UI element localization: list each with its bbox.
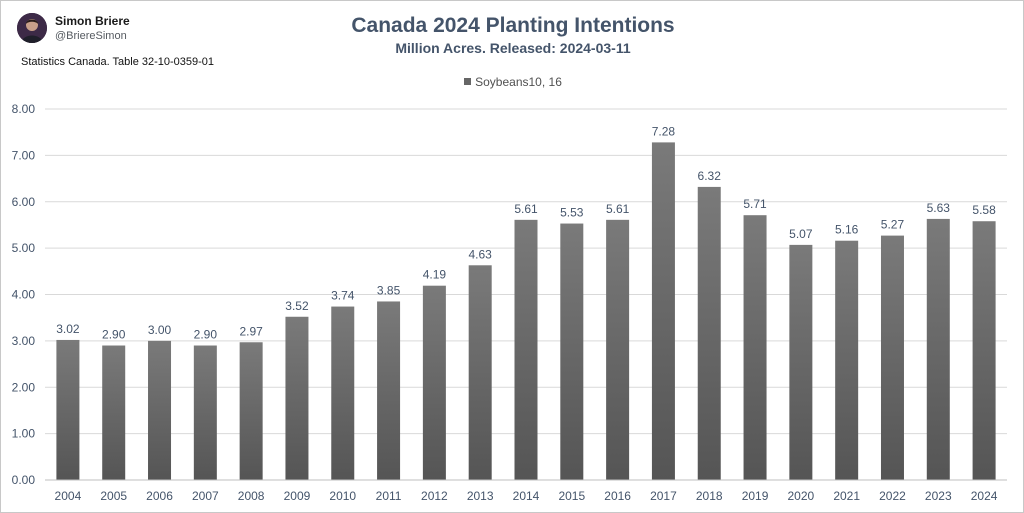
x-tick-label: 2020: [788, 489, 815, 503]
bars: [56, 142, 996, 481]
y-tick-label: 3.00: [12, 334, 36, 348]
bar[interactable]: [880, 235, 904, 480]
bar[interactable]: [606, 219, 630, 480]
x-tick-label: 2006: [146, 489, 173, 503]
author-block: Simon Briere @BriereSimon: [17, 13, 317, 49]
bar[interactable]: [697, 186, 721, 480]
legend-swatch: [464, 78, 472, 85]
data-label: 5.61: [606, 202, 630, 216]
data-label: 5.61: [514, 202, 538, 216]
legend-label: Soybeans10, 16: [475, 75, 562, 89]
chart-title: Canada 2024 Planting Intentions: [351, 14, 675, 37]
bar[interactable]: [239, 342, 263, 480]
y-tick-label: 4.00: [12, 288, 36, 302]
x-tick-label: 2004: [55, 489, 82, 503]
author-name[interactable]: Simon Briere: [55, 14, 130, 28]
data-label: 5.53: [560, 206, 584, 220]
bar[interactable]: [468, 265, 492, 480]
bar[interactable]: [102, 345, 126, 480]
bar[interactable]: [377, 301, 401, 480]
data-label: 4.19: [423, 268, 447, 282]
y-tick-label: 8.00: [12, 102, 36, 116]
bar[interactable]: [972, 221, 996, 481]
x-tick-label: 2009: [284, 489, 311, 503]
x-tick-label: 2010: [329, 489, 356, 503]
x-tick-label: 2015: [558, 489, 585, 503]
data-labels: 3.02 2.90 3.00 2.90 2.97 3.52 3.74 3.85 4.19 4.63…: [56, 124, 996, 341]
x-tick-label: 2019: [742, 489, 769, 503]
data-label: 2.90: [194, 328, 218, 342]
avatar[interactable]: [17, 13, 47, 43]
y-tick-label: 5.00: [12, 241, 36, 255]
x-tick-label: 2007: [192, 489, 219, 503]
avatar-portrait-icon: [17, 13, 47, 43]
x-tick-label: 2024: [971, 489, 998, 503]
author-handle[interactable]: @BriereSimon: [55, 30, 127, 42]
x-tick-label: 2013: [467, 489, 494, 503]
x-tick-label: 2014: [513, 489, 540, 503]
x-axis: 2004 2005 2006 2007 2008 2009 2010 2011 2012 2013…: [45, 479, 1007, 503]
data-label: 5.27: [881, 218, 905, 232]
x-tick-label: 2008: [238, 489, 265, 503]
y-tick-label: 7.00: [12, 148, 36, 162]
data-label: 5.07: [789, 227, 813, 241]
data-label: 2.90: [102, 328, 126, 342]
data-label: 5.71: [743, 197, 767, 211]
data-label: 3.85: [377, 283, 401, 297]
bar[interactable]: [285, 316, 309, 480]
data-label: 3.74: [331, 289, 355, 303]
y-axis: 0.00 1.00 2.00 3.00 4.00 5.00 6.00 7.00 8.00: [12, 102, 36, 487]
x-tick-label: 2022: [879, 489, 906, 503]
y-tick-label: 2.00: [12, 380, 36, 394]
bar[interactable]: [514, 219, 538, 480]
bar[interactable]: [56, 339, 80, 480]
bar[interactable]: [651, 142, 675, 480]
bar[interactable]: [331, 306, 355, 480]
data-label: 3.52: [285, 299, 309, 313]
source-note: Statistics Canada. Table 32-10-0359-01: [21, 56, 215, 68]
x-tick-label: 2018: [696, 489, 723, 503]
data-label: 3.02: [56, 322, 80, 336]
x-tick-label: 2016: [604, 489, 631, 503]
data-label: 2.97: [239, 324, 263, 338]
data-label: 5.63: [927, 201, 951, 215]
x-tick-label: 2012: [421, 489, 448, 503]
bar[interactable]: [148, 340, 172, 480]
data-label: 6.32: [698, 169, 722, 183]
bar[interactable]: [560, 223, 584, 480]
x-tick-label: 2021: [833, 489, 860, 503]
data-label: 3.00: [148, 323, 172, 337]
x-tick-label: 2017: [650, 489, 677, 503]
data-label: 5.58: [972, 203, 996, 217]
y-tick-label: 1.00: [12, 427, 36, 441]
x-tick-label: 2005: [100, 489, 127, 503]
y-tick-label: 6.00: [12, 195, 36, 209]
bar[interactable]: [422, 285, 446, 480]
x-tick-label: 2011: [376, 489, 402, 503]
bar[interactable]: [926, 218, 950, 480]
chart-subtitle: Million Acres. Released: 2024-03-11: [395, 40, 631, 56]
legend: Soybeans10, 16: [1, 75, 1024, 89]
bar[interactable]: [789, 244, 813, 480]
y-tick-label: 0.00: [12, 473, 36, 487]
data-label: 7.28: [652, 124, 676, 138]
bar[interactable]: [835, 240, 859, 480]
x-tick-label: 2023: [925, 489, 952, 503]
data-label: 5.16: [835, 223, 859, 237]
bar[interactable]: [193, 345, 217, 480]
data-label: 4.63: [469, 247, 493, 261]
bar[interactable]: [743, 215, 767, 481]
